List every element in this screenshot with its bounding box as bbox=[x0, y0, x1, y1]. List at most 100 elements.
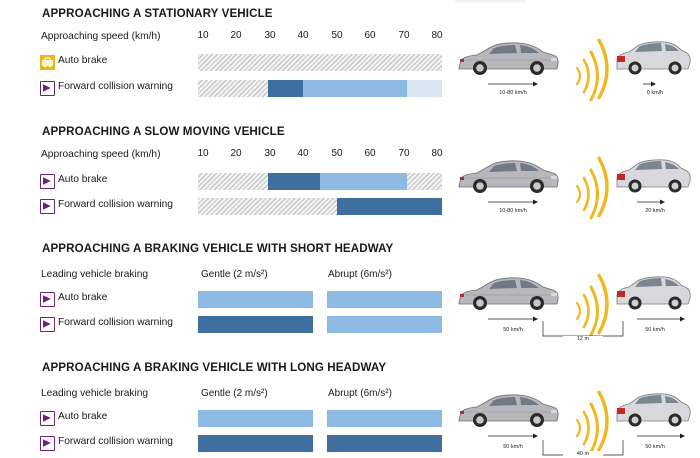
auto-brake-row: Auto brake bbox=[0, 173, 450, 190]
rear-car-speed: 50 km/h bbox=[503, 327, 523, 333]
collision-warning-icon bbox=[40, 317, 55, 332]
auto-brake-yellow-icon bbox=[40, 55, 55, 70]
front-car bbox=[616, 41, 691, 75]
row-label: Forward collision warning bbox=[58, 81, 173, 92]
section-braking-short-headway: APPROACHING A BRAKING VEHICLE WITH SHORT… bbox=[0, 235, 700, 345]
forward-collision-warning-row: Forward collision warning bbox=[0, 198, 450, 215]
forward-collision-warning-row: Forward collision warning bbox=[0, 435, 450, 452]
scenario-illustration: 50 km/h 50 km/h 40 m bbox=[455, 376, 700, 458]
gentle-braking-bar bbox=[198, 316, 313, 333]
row-label: Auto brake bbox=[58, 55, 108, 66]
braking-header-row: Leading vehicle braking Gentle (2 m/s²) … bbox=[0, 268, 450, 285]
arrow-head bbox=[533, 316, 538, 322]
radar-waves-icon bbox=[575, 38, 609, 102]
arrow-head bbox=[533, 81, 538, 87]
speed-segment-hatch bbox=[198, 198, 338, 215]
arrow-head bbox=[660, 199, 665, 205]
speed-range-bar bbox=[198, 198, 442, 215]
section-stationary-vehicle: APPROACHING A STATIONARY VEHICLE Approac… bbox=[0, 0, 700, 120]
speed-tick: 70 bbox=[398, 30, 410, 41]
gentle-header: Gentle (2 m/s²) bbox=[201, 269, 268, 280]
abrupt-braking-bar bbox=[327, 435, 442, 452]
speed-header-row: Approaching speed (km/h) 10 20 30 40 50 … bbox=[0, 148, 450, 165]
arrow-head bbox=[680, 316, 685, 322]
speed-tick: 20 bbox=[230, 148, 242, 159]
speed-tick: 10 bbox=[197, 148, 209, 159]
auto-brake-icon bbox=[40, 292, 55, 307]
speed-header-row: Approaching speed (km/h) 10 20 30 40 50 … bbox=[0, 30, 450, 47]
section-title: APPROACHING A BRAKING VEHICLE WITH SHORT… bbox=[42, 242, 394, 255]
speed-segment-hatch bbox=[198, 54, 442, 71]
speed-tick: 80 bbox=[431, 148, 443, 159]
front-car-speed: 50 km/h bbox=[645, 444, 665, 450]
gentle-braking-bar bbox=[198, 410, 313, 427]
front-car-speed: 20 km/h bbox=[645, 208, 665, 214]
speed-segment-hatch bbox=[198, 173, 268, 190]
abrupt-header: Abrupt (6m/s²) bbox=[328, 388, 392, 399]
speed-segment-light bbox=[320, 173, 408, 190]
auto-brake-row: Auto brake bbox=[0, 291, 450, 308]
speed-segment-light bbox=[302, 80, 408, 97]
abrupt-header: Abrupt (6m/s²) bbox=[328, 269, 392, 280]
rear-car-speed: 10-80 km/h bbox=[499, 90, 527, 96]
headway-bracket bbox=[542, 321, 624, 337]
forward-collision-warning-row: Forward collision warning bbox=[0, 80, 450, 97]
collision-warning-icon bbox=[40, 436, 55, 451]
speed-tick: 20 bbox=[230, 30, 242, 41]
section-title: APPROACHING A STATIONARY VEHICLE bbox=[42, 7, 273, 20]
speed-segment-dark bbox=[267, 80, 303, 97]
section-title: APPROACHING A BRAKING VEHICLE WITH LONG … bbox=[42, 361, 387, 374]
speed-tick: 50 bbox=[331, 30, 343, 41]
collision-warning-icon bbox=[40, 199, 55, 214]
row-label: Auto brake bbox=[58, 174, 108, 185]
front-car-speed: 50 km/h bbox=[645, 327, 665, 333]
speed-tick: 50 bbox=[331, 148, 343, 159]
arrow-head bbox=[680, 433, 685, 439]
auto-brake-row: Auto brake bbox=[0, 410, 450, 427]
rear-car bbox=[458, 42, 559, 76]
abrupt-braking-bar bbox=[327, 316, 442, 333]
auto-brake-row: Auto brake bbox=[0, 54, 450, 71]
abrupt-braking-bar bbox=[327, 410, 442, 427]
speed-segment-hatch bbox=[198, 80, 268, 97]
section-title: APPROACHING A SLOW MOVING VEHICLE bbox=[42, 125, 285, 138]
rear-car bbox=[458, 394, 559, 428]
row-label: Auto brake bbox=[58, 292, 108, 303]
braking-header-label: Leading vehicle braking bbox=[41, 269, 149, 280]
front-car bbox=[616, 393, 691, 427]
section-braking-long-headway: APPROACHING A BRAKING VEHICLE WITH LONG … bbox=[0, 354, 700, 458]
speed-tick: 40 bbox=[297, 148, 309, 159]
speed-segment-pale bbox=[407, 80, 442, 97]
abrupt-braking-bar bbox=[327, 291, 442, 308]
front-car bbox=[616, 159, 691, 193]
scenario-illustration: 50 km/h 50 km/h 12 m bbox=[455, 259, 700, 347]
gentle-braking-bar bbox=[198, 435, 313, 452]
speed-header-label: Approaching speed (km/h) bbox=[41, 149, 161, 160]
cropped-caption-fragment bbox=[455, 0, 525, 2]
auto-brake-icon bbox=[40, 174, 55, 189]
row-label: Forward collision warning bbox=[58, 199, 173, 210]
radar-waves-icon bbox=[575, 156, 609, 220]
row-label: Auto brake bbox=[58, 411, 108, 422]
front-car bbox=[616, 276, 691, 310]
speed-tick: 60 bbox=[364, 30, 376, 41]
forward-collision-warning-row: Forward collision warning bbox=[0, 316, 450, 333]
speed-range-bar bbox=[198, 54, 442, 71]
speed-tick: 60 bbox=[364, 148, 376, 159]
row-label: Forward collision warning bbox=[58, 317, 173, 328]
braking-header-row: Leading vehicle braking Gentle (2 m/s²) … bbox=[0, 387, 450, 404]
speed-tick: 30 bbox=[264, 148, 276, 159]
speed-tick: 10 bbox=[197, 30, 209, 41]
rear-car bbox=[458, 277, 559, 311]
gentle-braking-bar bbox=[198, 291, 313, 308]
speed-tick: 70 bbox=[398, 148, 410, 159]
arrow-head bbox=[533, 433, 538, 439]
arrow-head bbox=[533, 199, 538, 205]
front-car-speed: 0 km/h bbox=[646, 90, 664, 96]
speed-tick: 80 bbox=[431, 30, 443, 41]
collision-warning-icon bbox=[40, 81, 55, 96]
gentle-header: Gentle (2 m/s²) bbox=[201, 388, 268, 399]
speed-range-bar bbox=[198, 173, 442, 190]
rear-car-speed: 10-80 km/h bbox=[499, 208, 527, 214]
speed-segment-hatch bbox=[407, 173, 442, 190]
